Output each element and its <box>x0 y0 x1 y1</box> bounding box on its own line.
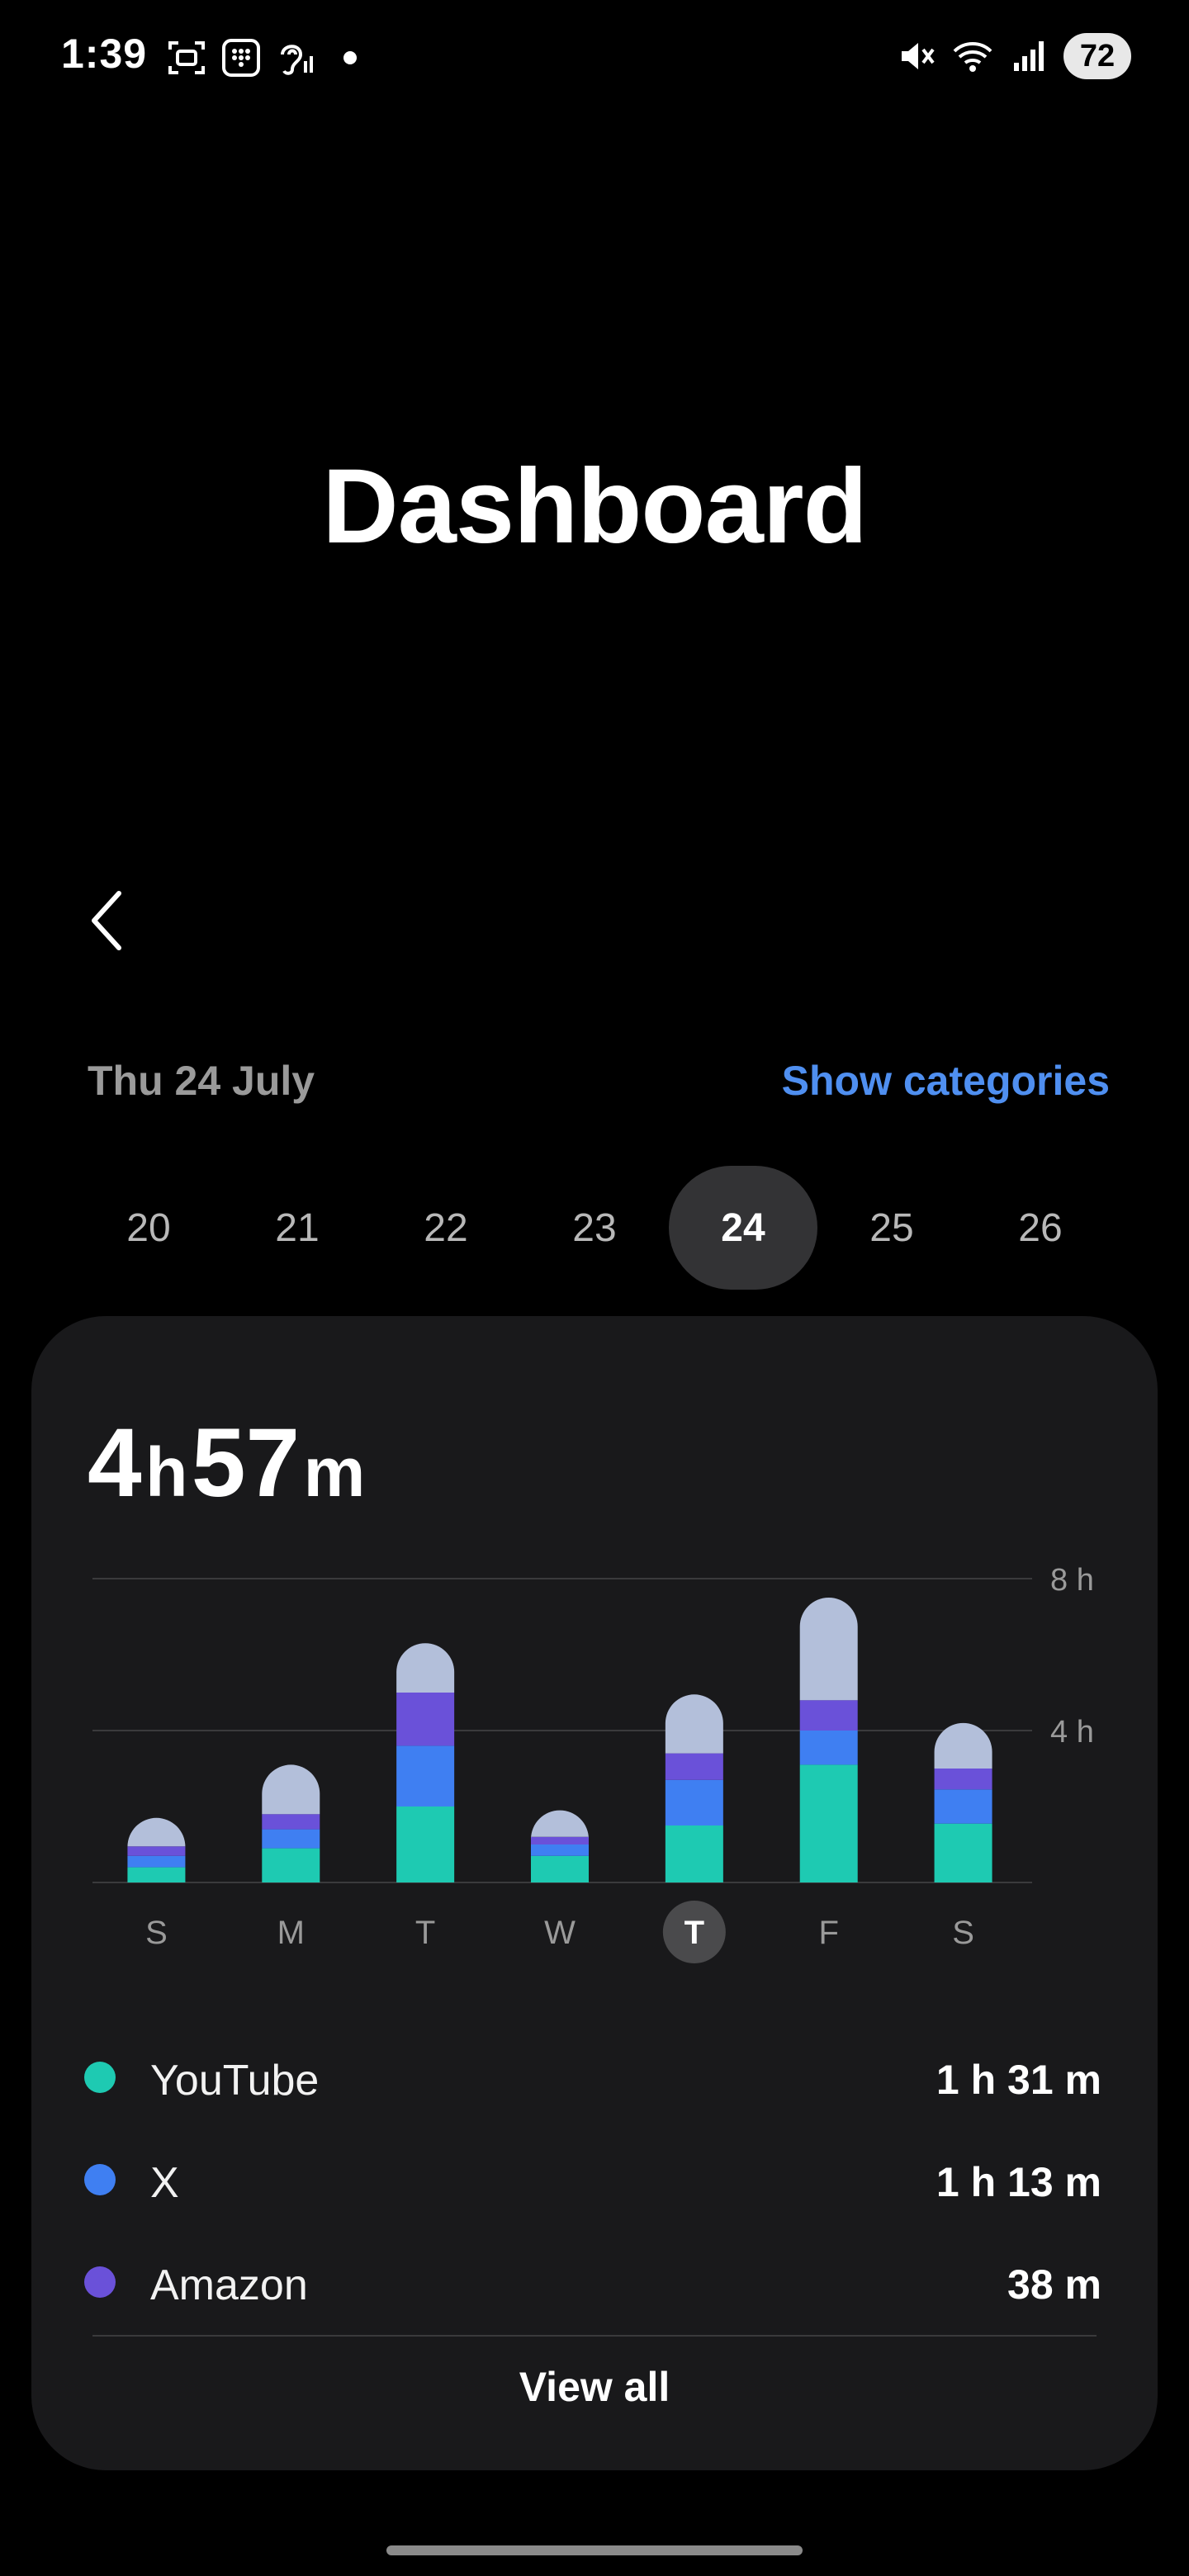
date-item[interactable]: 24 <box>669 1166 817 1290</box>
bar-stack[interactable] <box>665 1694 723 1882</box>
bar-segment <box>396 1693 455 1746</box>
legend-app-name: YouTube <box>150 2057 320 2105</box>
bar-segment <box>262 1848 320 1882</box>
bar-segment <box>396 1643 455 1693</box>
bar-segment <box>531 1855 589 1882</box>
hearing-icon <box>281 45 313 75</box>
total-hours: 4 <box>88 1409 142 1518</box>
bar-segment <box>127 1817 186 1847</box>
home-indicator[interactable] <box>386 2545 803 2555</box>
date-item[interactable]: 26 <box>1018 1205 1063 1250</box>
legend-app-name: X <box>150 2159 179 2207</box>
mute-icon <box>902 43 935 69</box>
bar-segment <box>799 1764 858 1882</box>
chevron-left-icon[interactable] <box>79 883 139 958</box>
bar-stack[interactable] <box>531 1810 589 1882</box>
legend-app-time: 1 h 31 m <box>936 2057 1101 2103</box>
selected-day-highlight <box>662 1901 726 1963</box>
date-item[interactable]: 21 <box>275 1205 320 1250</box>
bar-segment <box>665 1779 723 1825</box>
legend-color-dot <box>84 2164 116 2195</box>
x-tick-label[interactable]: S <box>952 1915 974 1951</box>
bar-segment <box>799 1700 858 1731</box>
bar-segment <box>396 1745 455 1807</box>
date-strip: 20 21 22 23 24 25 26 <box>74 1166 1115 1290</box>
bar-segment <box>665 1825 723 1882</box>
keypad-icon <box>222 39 260 77</box>
page-title: Dashboard <box>322 447 868 566</box>
bar-segment <box>665 1694 723 1754</box>
bar-segment <box>262 1829 320 1849</box>
bar-segment <box>531 1810 589 1840</box>
bar-segment <box>262 1814 320 1830</box>
status-system-icons: 72 <box>895 33 1131 79</box>
total-screen-time: 4 h 57 m <box>88 1407 365 1519</box>
total-minutes: 57 <box>191 1409 301 1518</box>
weekly-usage-chart: 4 h 8 h S M T W T F S <box>92 1563 1094 1963</box>
x-tick-label[interactable]: S <box>145 1915 168 1951</box>
bar-segment <box>665 1753 723 1780</box>
legend-app-time: 1 h 13 m <box>936 2159 1101 2205</box>
bar-stack[interactable] <box>262 1764 320 1882</box>
hours-unit: h <box>145 1433 188 1511</box>
date-item[interactable]: 22 <box>424 1205 468 1250</box>
legend-item[interactable]: YouTube 1 h 31 m <box>31 2026 1158 2129</box>
bar-stack[interactable] <box>396 1643 455 1882</box>
x-tick-label[interactable]: F <box>818 1915 838 1951</box>
bar-stack[interactable] <box>934 1722 992 1882</box>
bar-segment <box>127 1846 186 1856</box>
bar-segment <box>127 1855 186 1868</box>
notification-dot <box>343 51 357 64</box>
x-tick-label[interactable]: T <box>685 1915 704 1951</box>
y-tick-label: 8 h <box>1050 1563 1094 1598</box>
divider <box>92 2335 1097 2337</box>
legend-color-dot <box>84 2062 116 2093</box>
status-bar: 1:39 <box>0 0 1189 116</box>
bar-segment <box>934 1722 992 1769</box>
date-item[interactable]: 25 <box>869 1205 914 1250</box>
legend-item[interactable]: Amazon 38 m <box>31 2231 1158 2333</box>
bar-segment <box>934 1769 992 1790</box>
bar-segment <box>934 1823 992 1882</box>
signal-icon <box>1014 41 1044 71</box>
bar-stack[interactable] <box>799 1598 858 1882</box>
x-tick-label[interactable]: M <box>277 1915 305 1951</box>
bar-segment <box>396 1807 455 1882</box>
bar-segment <box>799 1731 858 1765</box>
view-all-button[interactable]: View all <box>519 2364 670 2410</box>
y-tick-label: 4 h <box>1050 1715 1094 1750</box>
legend-item[interactable]: X 1 h 13 m <box>31 2129 1158 2231</box>
status-time: 1:39 <box>61 31 148 77</box>
bar-segment <box>262 1764 320 1815</box>
legend-app-time: 38 m <box>1007 2261 1101 2308</box>
x-tick-label[interactable]: T <box>415 1915 435 1951</box>
show-categories-button[interactable]: Show categories <box>781 1058 1110 1104</box>
bar-segment <box>531 1836 589 1844</box>
legend-app-name: Amazon <box>150 2261 308 2309</box>
screenshot-icon <box>168 41 205 74</box>
bar-segment <box>127 1867 186 1882</box>
date-item[interactable]: 20 <box>126 1205 171 1250</box>
bar-stack[interactable] <box>127 1817 186 1882</box>
bar-segment <box>531 1844 589 1856</box>
bar-segment <box>934 1789 992 1824</box>
battery-indicator: 72 <box>1063 33 1131 79</box>
minutes-unit: m <box>303 1433 366 1511</box>
bar-segment <box>799 1598 858 1701</box>
usage-card: 4 h 57 m 4 h 8 h S M T W T F S YouTube 1 h 31 m X 1… <box>31 1316 1158 2470</box>
legend-color-dot <box>84 2266 116 2298</box>
status-notification-icons <box>165 36 357 79</box>
wifi-icon <box>953 42 992 72</box>
date-item[interactable]: 23 <box>572 1205 617 1250</box>
selected-date-label: Thu 24 July <box>88 1058 315 1104</box>
x-tick-label[interactable]: W <box>544 1915 576 1951</box>
